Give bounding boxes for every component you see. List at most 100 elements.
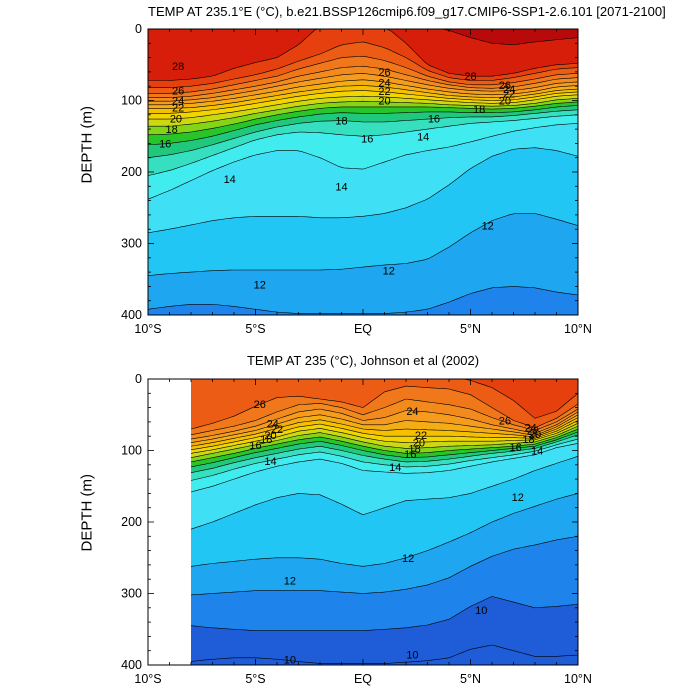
contour-label: 10 [284, 654, 296, 666]
contour-fill-26 [191, 379, 578, 429]
contour-label: 18 [473, 104, 485, 116]
contour-label: 22 [527, 425, 539, 437]
contour-label: 24 [378, 78, 390, 90]
contour-label: 18 [335, 116, 347, 128]
contour-label: 28 [464, 71, 476, 83]
isotherm-line-11 [191, 536, 578, 596]
contour-label: 14 [389, 462, 401, 474]
isotherm-line-13 [148, 147, 578, 234]
contour-label: 14 [264, 456, 276, 468]
x-tick-label: 10°S [134, 322, 161, 336]
y-tick-label: 400 [121, 308, 142, 322]
isotherm-line-25 [148, 65, 578, 98]
contour-label: 20 [413, 438, 425, 450]
contour-label: 26 [254, 399, 266, 411]
x-tick-label: EQ [354, 672, 372, 686]
contour-label: 12 [383, 266, 395, 278]
isotherm-line-19 [148, 98, 578, 127]
contour-label: 28 [172, 61, 184, 73]
contour-label: 16 [404, 449, 416, 461]
contour-label: 10 [475, 605, 487, 617]
y-tick-label: 200 [121, 515, 142, 529]
isotherm-line-21 [148, 90, 578, 114]
contour-label: 12 [284, 576, 296, 588]
isotherm-line-15 [191, 438, 578, 481]
isotherm-line-28 [148, 29, 578, 81]
y-tick-label: 300 [121, 587, 142, 601]
isotherm-line-14 [191, 443, 578, 493]
contour-label: 12 [254, 279, 266, 291]
contour-label: 20 [378, 96, 390, 108]
contour-label: 14 [417, 131, 429, 143]
contour-label: 12 [482, 221, 494, 233]
x-tick-label: 5°N [460, 672, 481, 686]
contour-fill-28 [148, 29, 578, 81]
y-tick-label: 100 [121, 94, 142, 108]
contour-label: 24 [172, 96, 184, 108]
contour-label: 16 [510, 442, 522, 454]
isotherm-line-12 [191, 493, 578, 567]
contour-label: 20 [499, 96, 511, 108]
contour-label: 12 [512, 492, 524, 504]
isotherm-line-24 [148, 72, 578, 102]
isotherm-line-20 [148, 94, 578, 120]
contour-label: 10 [406, 649, 418, 661]
contour-label: 24 [406, 406, 418, 418]
contour-fills [148, 29, 578, 315]
isotherm-line-16 [148, 109, 578, 158]
contour-label: 18 [166, 124, 178, 136]
y-tick-label: 0 [135, 372, 142, 386]
isotherm-line-17 [191, 431, 578, 468]
contour-lines [148, 29, 578, 314]
isotherm-line-25 [191, 398, 578, 436]
contour-label: 26 [172, 85, 184, 97]
contour-label: 16 [361, 133, 373, 145]
contour-fills [191, 379, 578, 665]
y-tick-label: 300 [121, 237, 142, 251]
x-tick-label: EQ [354, 322, 372, 336]
isotherm-line-26 [148, 55, 578, 94]
contour-label: 24 [503, 84, 515, 96]
x-tick-label: 10°N [564, 322, 592, 336]
x-tick-label: 5°N [460, 322, 481, 336]
isotherm-line-27 [148, 41, 578, 88]
contour-label: 24 [267, 418, 279, 430]
contour-label: 20 [170, 113, 182, 125]
contour-label: 14 [335, 181, 347, 193]
contour-label: 24 [525, 423, 537, 435]
top-contour-plot: 2826242220181614262422201816142826242220… [121, 22, 592, 336]
isotherm-line-18 [191, 428, 578, 463]
top-panel-title: TEMP AT 235.1°E (°C), b.e21.BSSP126cmip6… [148, 4, 666, 19]
contour-label: 20 [264, 430, 276, 442]
isotherm-line-17 [148, 105, 578, 146]
x-tick-label: 10°S [134, 672, 161, 686]
isotherm-line-21 [191, 420, 578, 451]
contour-label: 16 [159, 138, 171, 150]
isotherm-line-20 [191, 423, 578, 454]
contour-label: 26 [499, 80, 511, 92]
contour-label: 22 [271, 424, 283, 436]
contour-label: 20 [529, 429, 541, 441]
isotherm-line-22 [191, 417, 578, 447]
isotherm-line-29 [148, 29, 578, 45]
y-tick-label: 400 [121, 658, 142, 672]
isotherm-line-23 [148, 79, 578, 106]
isotherm-line-27 [191, 379, 578, 419]
contour-lines [191, 379, 578, 664]
contour-label: 26 [378, 67, 390, 79]
contour-label: 22 [172, 103, 184, 115]
isotherm-line-19 [191, 425, 578, 458]
isotherm-line-22 [148, 85, 578, 109]
bottom-panel: TEMP AT 235 (°C), Johnson et al (2002) D… [0, 350, 700, 700]
contour-label: 18 [260, 434, 272, 446]
x-tick-label: 5°S [245, 322, 265, 336]
contour-label: 26 [499, 415, 511, 427]
contour-label: 22 [415, 430, 427, 442]
contour-label: 14 [531, 446, 543, 458]
isotherm-line-12 [148, 213, 578, 276]
contour-label: 22 [503, 88, 515, 100]
isotherm-line-14 [148, 123, 578, 200]
contour-label: 16 [249, 440, 261, 452]
contour-label: 22 [378, 86, 390, 98]
